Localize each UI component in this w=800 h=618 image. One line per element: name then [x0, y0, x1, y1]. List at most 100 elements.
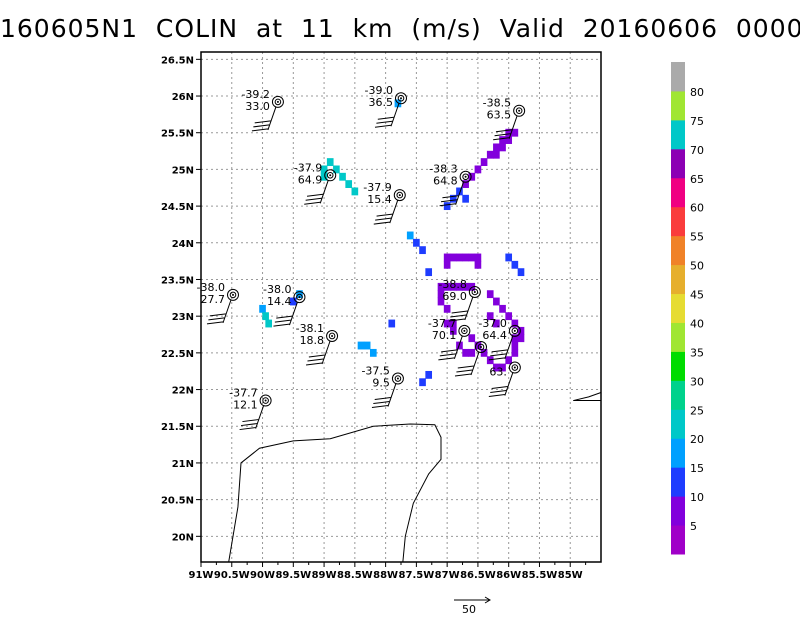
wind-barb-flag	[306, 362, 323, 366]
colorbar-label: 50	[690, 260, 704, 273]
wind-barb-flag	[491, 349, 508, 353]
wind-barb-flag	[441, 349, 458, 353]
wind-barb-flag	[374, 397, 391, 401]
x-axis-ticks: 91W 90.5W 90W 89.5W 89W 88.5W 88W 87.5W 87W 86.5W…	[189, 562, 587, 581]
colorbar-swatch	[671, 409, 685, 439]
wind-cell	[259, 304, 266, 313]
wind-barb-flag	[376, 120, 393, 124]
station-temp: -38.3	[429, 163, 457, 176]
station-dot	[331, 334, 334, 337]
station-temp: -37.7	[229, 387, 257, 400]
station-ring	[395, 92, 407, 105]
station-temp: -39.0	[365, 84, 393, 97]
x-tick-label: 87.5W	[399, 570, 435, 581]
station-ring	[508, 324, 521, 337]
station-ring	[508, 361, 521, 374]
colorbar-swatch	[671, 525, 685, 555]
wind-barb-flag	[456, 369, 473, 373]
station-temp: -39.2	[241, 88, 269, 101]
station-ring	[475, 340, 487, 353]
wind-barb-flag	[488, 357, 505, 361]
station-value: 64.4	[482, 329, 507, 342]
station-value: 63.5	[487, 109, 512, 122]
station-model: -39.233.0	[241, 88, 284, 132]
station-ring	[459, 170, 472, 183]
colorbar-label: 65	[690, 173, 704, 186]
colorbar-swatch	[671, 62, 685, 92]
station-ring-inner	[296, 293, 303, 301]
colorbar-label: 75	[690, 115, 704, 128]
wind-cell	[369, 348, 377, 357]
colorbar-swatch	[671, 148, 685, 179]
wind-barb-flag	[273, 323, 290, 327]
station-value: 63.	[489, 366, 507, 379]
wind-cell	[357, 341, 365, 350]
wind-barb-staff	[390, 103, 400, 127]
colorbar-label: 25	[690, 404, 704, 417]
coastline	[228, 392, 602, 563]
station-model: -37.712.1	[229, 387, 272, 431]
station-value: 12.1	[233, 399, 258, 412]
wind-barb-staff	[288, 301, 298, 326]
station-dot	[398, 194, 401, 197]
station-ring	[513, 104, 526, 117]
colorbar-label: 80	[690, 86, 704, 99]
station-ring-inner	[462, 173, 469, 181]
wind-cell	[462, 180, 469, 189]
wind-cell	[262, 312, 269, 321]
colorbar-swatch	[671, 90, 685, 121]
wind-cell	[320, 172, 328, 181]
station-ring	[326, 329, 339, 342]
wind-cell	[443, 319, 451, 328]
wind-cell	[333, 165, 340, 174]
colorbar-swatch	[671, 264, 685, 295]
y-tick-label: 21.5N	[161, 422, 194, 433]
wind-cell	[505, 312, 513, 321]
wind-cell	[511, 319, 519, 328]
station-ring-inner	[397, 94, 405, 102]
station-models: -39.233.0-39.036.5 -38.563.5-37.964.9-38.…	[197, 84, 526, 431]
x-tick-label: 90.5W	[214, 570, 250, 581]
colorbar-label: 10	[690, 491, 704, 504]
colorbar-label: 35	[690, 346, 704, 359]
wind-barb-flag	[439, 203, 456, 207]
x-tick-label: 86W	[496, 570, 521, 581]
station-dot	[463, 329, 466, 332]
station-ring-inner	[461, 327, 468, 335]
wind-barb-flag	[493, 137, 510, 141]
station-model: -37.770.1	[428, 317, 471, 361]
station-value: 69.0	[442, 290, 467, 303]
wind-cell	[363, 341, 371, 350]
y-tick-label: 23N	[172, 312, 194, 323]
wind-barb-flag	[377, 116, 394, 120]
station-ring	[458, 324, 471, 337]
station-value: 9.5	[372, 377, 390, 390]
wind-cell	[517, 334, 525, 343]
station-ring	[227, 288, 239, 301]
wind-barb-flag	[242, 419, 259, 423]
wind-cell	[505, 253, 513, 262]
wind-cell	[449, 194, 457, 203]
colorbar-label: 55	[690, 231, 704, 244]
station-dot	[298, 296, 301, 299]
station-ring-inner	[471, 288, 479, 296]
y-tick-label: 26.5N	[161, 55, 194, 66]
station-temp: -38.5	[483, 97, 511, 110]
wind-cell	[505, 128, 513, 137]
wind-barb-flag	[371, 405, 388, 409]
station-ring-inner	[396, 191, 404, 199]
wind-cell	[449, 282, 457, 291]
colorbar-swatch	[671, 293, 685, 323]
station-value: 64.9	[298, 173, 323, 186]
wind-cell	[419, 246, 426, 255]
wind-barb-flag	[373, 221, 390, 225]
wind-cell	[449, 253, 457, 262]
station-ring-inner	[511, 364, 519, 371]
wind-cell	[511, 348, 519, 357]
wind-cell	[499, 304, 506, 313]
wind-cell	[493, 363, 500, 372]
colorbar-label: 60	[690, 202, 704, 215]
wind-cell	[456, 282, 463, 291]
x-tick-label: 87W	[435, 570, 460, 581]
station-model: -38.118.8	[296, 322, 339, 366]
